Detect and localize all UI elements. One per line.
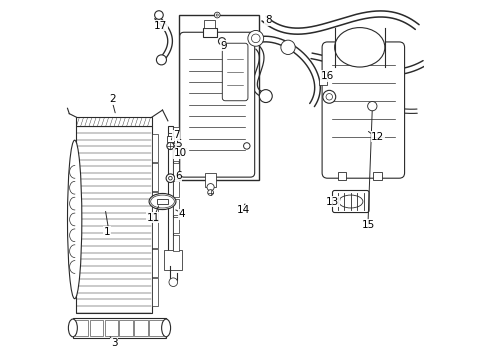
Circle shape <box>244 143 250 149</box>
Circle shape <box>169 176 172 180</box>
Text: 2: 2 <box>109 94 116 104</box>
Bar <box>76 126 152 313</box>
FancyBboxPatch shape <box>222 43 248 101</box>
Bar <box>173 163 179 179</box>
Bar <box>73 318 166 338</box>
Bar <box>152 221 158 248</box>
Text: 1: 1 <box>103 227 110 237</box>
Text: 6: 6 <box>175 171 182 181</box>
Circle shape <box>219 38 225 45</box>
FancyBboxPatch shape <box>322 42 405 178</box>
Bar <box>173 217 179 233</box>
Bar <box>205 173 216 187</box>
Text: 3: 3 <box>111 338 118 348</box>
Text: 7: 7 <box>173 130 179 140</box>
Text: 5: 5 <box>175 139 182 149</box>
Circle shape <box>155 11 163 19</box>
FancyBboxPatch shape <box>180 32 255 177</box>
Circle shape <box>368 102 377 111</box>
Circle shape <box>248 31 264 46</box>
Text: 13: 13 <box>326 197 340 207</box>
Bar <box>167 136 174 141</box>
Bar <box>164 250 182 270</box>
Bar <box>152 192 158 220</box>
Bar <box>202 28 217 37</box>
Text: 16: 16 <box>321 71 334 81</box>
Bar <box>338 172 346 180</box>
Ellipse shape <box>68 140 82 299</box>
Bar <box>152 163 158 191</box>
Text: 4: 4 <box>179 209 186 219</box>
Circle shape <box>214 12 220 18</box>
FancyBboxPatch shape <box>333 190 369 212</box>
Ellipse shape <box>162 319 171 337</box>
Bar <box>204 21 216 28</box>
Circle shape <box>208 190 214 195</box>
Ellipse shape <box>149 193 176 210</box>
Circle shape <box>216 14 218 16</box>
Bar <box>173 145 179 161</box>
Bar <box>173 127 179 143</box>
Text: 9: 9 <box>220 41 227 50</box>
Bar <box>173 181 179 197</box>
Text: 11: 11 <box>147 213 160 222</box>
Bar <box>157 199 168 204</box>
Circle shape <box>166 174 175 183</box>
Bar <box>168 133 173 136</box>
Circle shape <box>323 90 336 103</box>
Text: 17: 17 <box>154 21 168 31</box>
Ellipse shape <box>69 319 77 337</box>
Circle shape <box>281 40 295 54</box>
Bar <box>173 234 179 251</box>
Ellipse shape <box>335 28 385 67</box>
Bar <box>120 320 133 336</box>
Bar <box>168 126 173 252</box>
Bar <box>152 278 158 306</box>
Circle shape <box>169 278 177 287</box>
Circle shape <box>259 90 272 103</box>
Circle shape <box>167 142 174 149</box>
Text: 14: 14 <box>237 206 250 216</box>
Bar <box>173 199 179 215</box>
Bar <box>74 320 88 336</box>
Bar <box>104 320 118 336</box>
Bar <box>373 172 382 180</box>
Bar <box>179 15 259 180</box>
Bar <box>152 249 158 277</box>
Bar <box>90 320 103 336</box>
Text: 8: 8 <box>265 15 271 26</box>
Bar <box>335 28 385 67</box>
Bar <box>76 117 152 126</box>
Text: 12: 12 <box>371 132 384 142</box>
Bar <box>318 78 327 85</box>
Circle shape <box>156 55 167 65</box>
Text: 15: 15 <box>362 220 375 230</box>
Text: 10: 10 <box>174 148 187 158</box>
Bar <box>149 320 163 336</box>
Bar <box>134 320 148 336</box>
Bar <box>152 134 158 162</box>
Circle shape <box>207 184 214 191</box>
